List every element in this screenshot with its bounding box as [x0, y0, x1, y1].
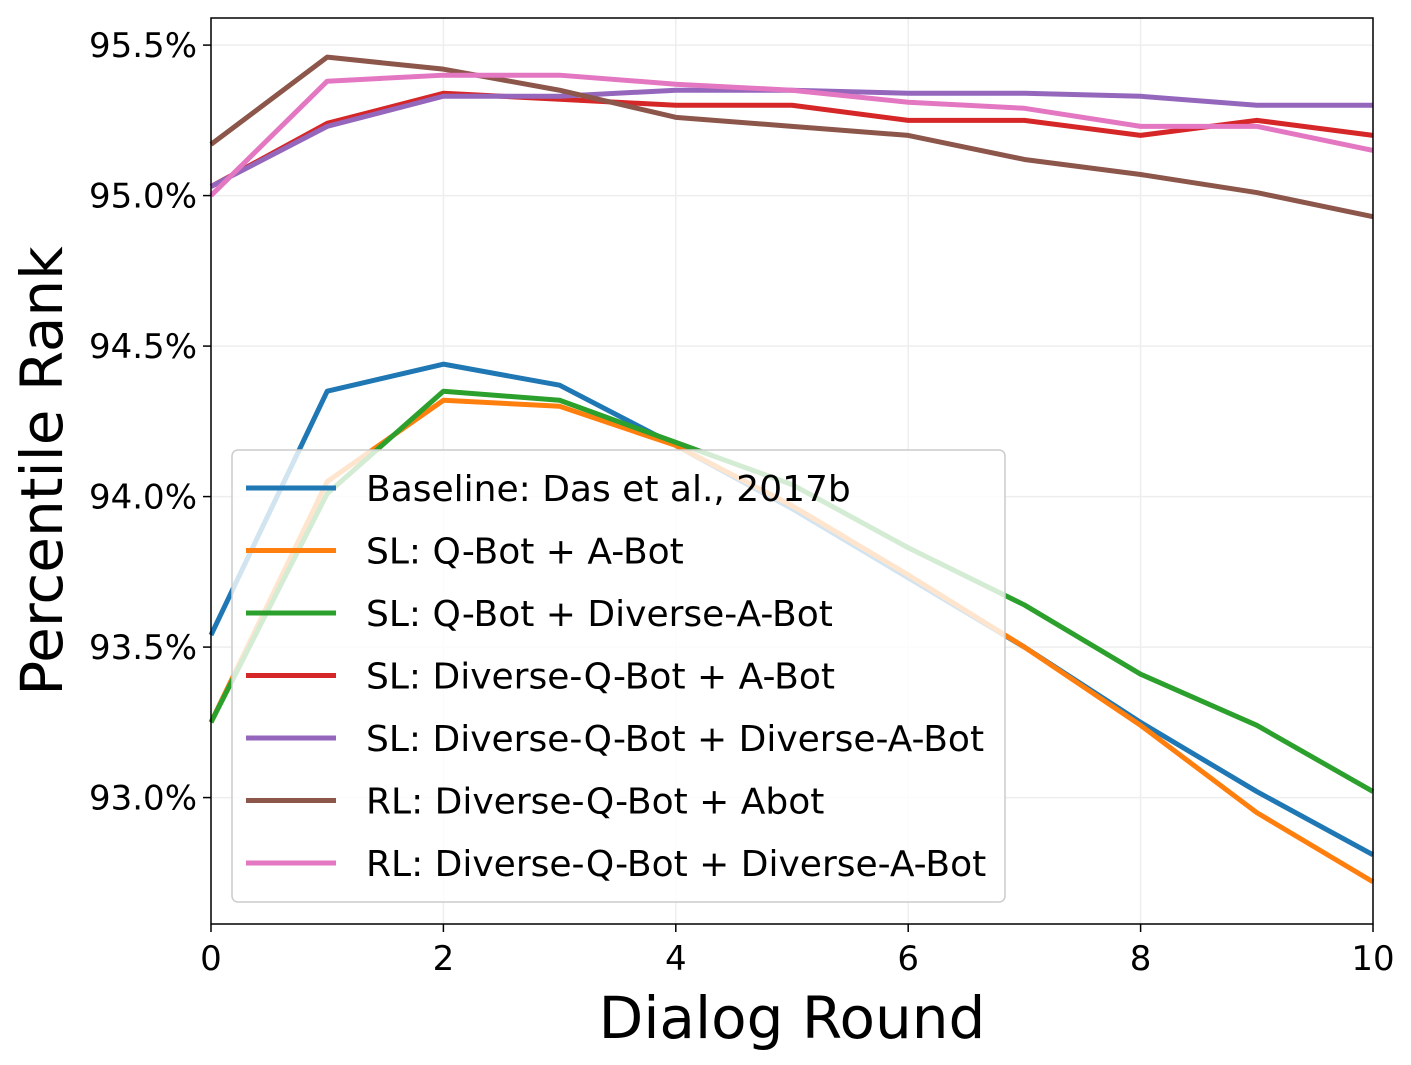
legend-item: RL: Diverse-Q-Bot + Diverse-A-Bot: [246, 844, 986, 885]
x-tick-label: 8: [1130, 939, 1152, 979]
legend-item: SL: Diverse-Q-Bot + A-Bot: [246, 657, 835, 698]
legend-box: [231, 449, 1006, 903]
legend-item: RL: Diverse-Q-Bot + Abot: [246, 782, 824, 823]
y-tick-label: 93.0%: [89, 779, 197, 819]
series-line-3: [209, 90, 1374, 189]
legend-label: Baseline: Das et al., 2017b: [366, 469, 851, 510]
y-tick-label: 94.5%: [89, 327, 197, 367]
x-tick-label: 2: [433, 939, 455, 979]
y-tick-label: 94.0%: [89, 478, 197, 518]
legend-label: SL: Diverse-Q-Bot + A-Bot: [366, 657, 835, 698]
legend-item: SL: Q-Bot + Diverse-A-Bot: [246, 594, 833, 635]
x-tick-label: 4: [665, 939, 687, 979]
y-axis-ticks: 93.0% 93.5% 94.0% 94.5% 95.0% 95.5%: [89, 26, 211, 819]
series-line-5: [209, 54, 1374, 220]
x-tick-label: 10: [1351, 939, 1394, 979]
x-tick-label: 0: [200, 939, 222, 979]
legend-item: SL: Diverse-Q-Bot + Diverse-A-Bot: [246, 719, 984, 760]
plot-frame: [210, 17, 1374, 925]
series-line-6: [209, 72, 1374, 198]
y-tick-label: 95.5%: [89, 26, 197, 66]
legend: Baseline: Das et al., 2017b SL: Q-Bot + A…: [231, 449, 1006, 903]
legend-label: SL: Diverse-Q-Bot + Diverse-A-Bot: [366, 719, 984, 760]
y-tick-label: 93.5%: [89, 628, 197, 668]
x-axis-ticks: 0 2 4 6 8 10: [200, 924, 1395, 979]
legend-label: RL: Diverse-Q-Bot + Abot: [366, 782, 824, 823]
y-tick-label: 95.0%: [89, 177, 197, 217]
legend-label: SL: Q-Bot + Diverse-A-Bot: [366, 594, 833, 635]
y-axis-label: Percentile Rank: [8, 246, 76, 696]
x-tick-label: 6: [897, 939, 919, 979]
legend-label: SL: Q-Bot + A-Bot: [366, 532, 684, 573]
legend-item: SL: Q-Bot + A-Bot: [246, 532, 684, 573]
legend-item: Baseline: Das et al., 2017b: [246, 469, 851, 510]
x-axis-label: Dialog Round: [599, 984, 986, 1052]
legend-label: RL: Diverse-Q-Bot + Diverse-A-Bot: [366, 844, 986, 885]
